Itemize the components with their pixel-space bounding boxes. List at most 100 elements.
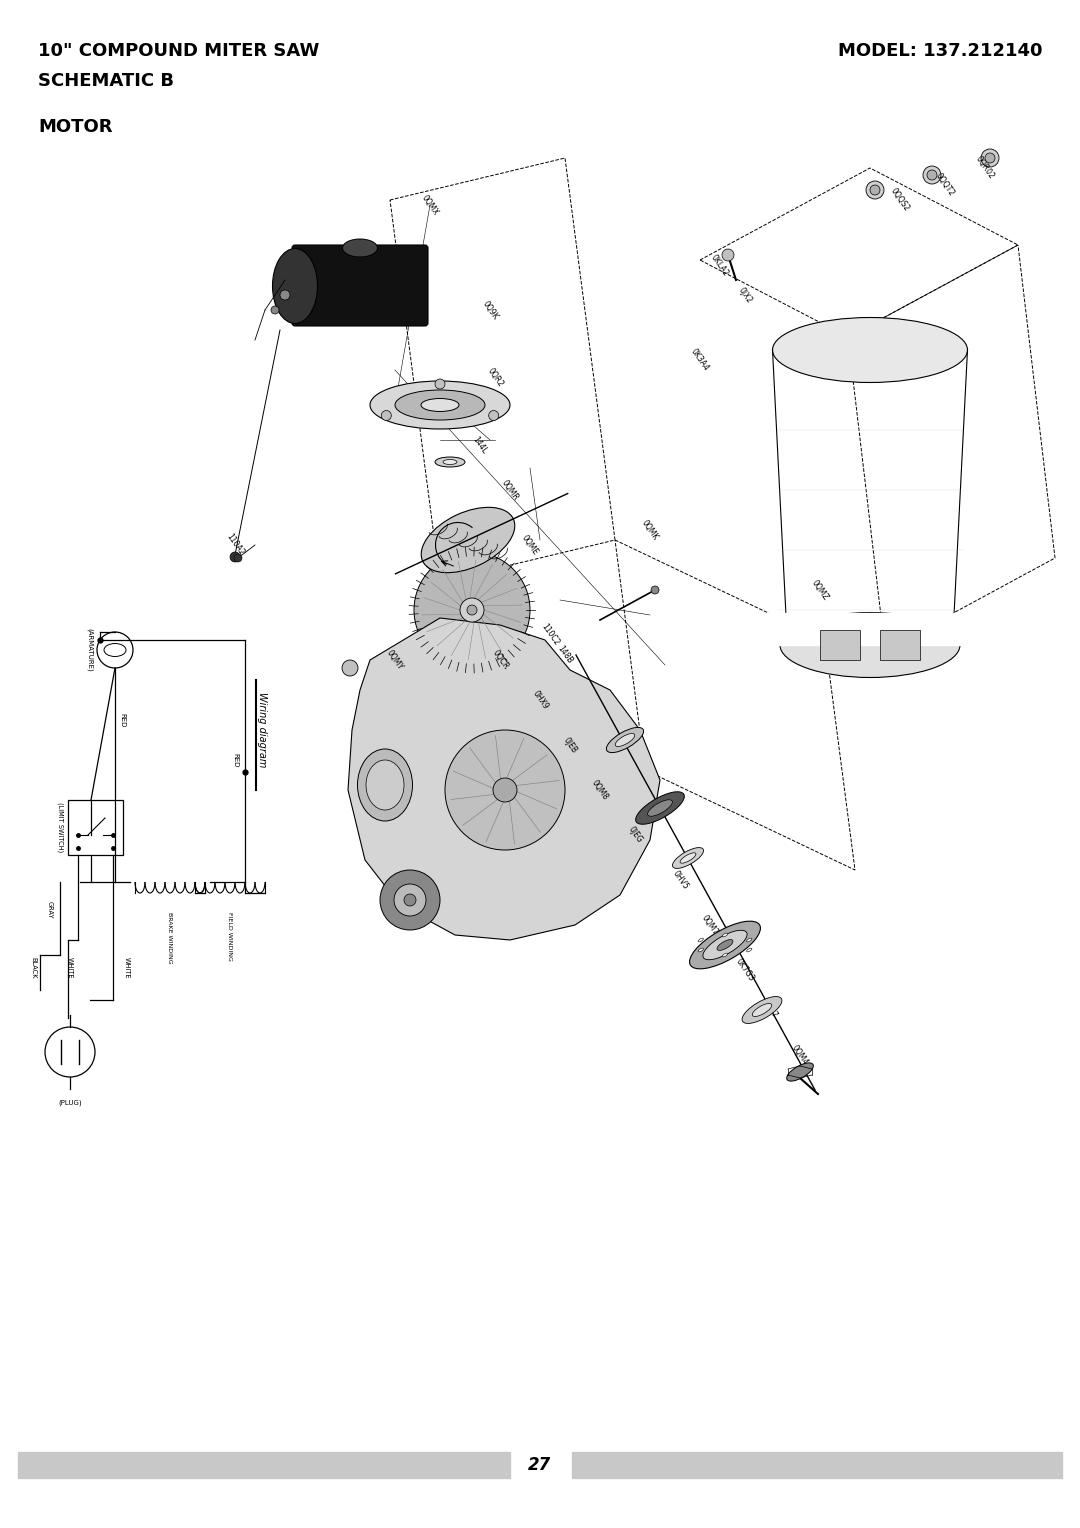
Circle shape — [927, 170, 937, 180]
Ellipse shape — [703, 931, 747, 960]
Circle shape — [342, 660, 357, 675]
Polygon shape — [348, 617, 660, 940]
Text: 0K7G3: 0K7G3 — [734, 957, 756, 983]
Circle shape — [445, 730, 565, 850]
Text: BRAKE WINDING: BRAKE WINDING — [167, 912, 173, 964]
Bar — [68, 801, 123, 856]
Circle shape — [271, 306, 279, 313]
Circle shape — [870, 185, 880, 196]
Text: 0QMZ: 0QMZ — [810, 578, 831, 602]
Text: 0HV5: 0HV5 — [671, 869, 690, 891]
Text: WHITE: WHITE — [67, 957, 73, 979]
Circle shape — [651, 587, 659, 594]
Ellipse shape — [746, 938, 752, 941]
Text: 0QR2: 0QR2 — [485, 367, 504, 390]
Bar — [572, 1452, 1062, 1478]
Bar — [880, 630, 920, 660]
Circle shape — [460, 597, 484, 622]
Bar — [750, 613, 990, 645]
Text: 0JG7: 0JG7 — [761, 1001, 779, 1019]
Ellipse shape — [698, 949, 703, 952]
Text: 0QQT2: 0QQT2 — [934, 171, 956, 199]
Ellipse shape — [742, 996, 782, 1024]
Text: 0K3A4: 0K3A4 — [689, 347, 711, 373]
Text: 0QMX: 0QMX — [420, 193, 441, 217]
Text: 0QM8: 0QM8 — [590, 778, 610, 802]
Ellipse shape — [673, 848, 703, 868]
Text: 0QMR: 0QMR — [500, 478, 521, 501]
Circle shape — [467, 605, 477, 614]
Text: RED: RED — [119, 714, 125, 727]
Text: SCHEMATIC B: SCHEMATIC B — [38, 72, 174, 90]
Text: BLACK: BLACK — [30, 957, 36, 979]
Circle shape — [234, 555, 242, 562]
Ellipse shape — [342, 238, 378, 257]
Ellipse shape — [395, 390, 485, 420]
Text: MODEL: 137.212140: MODEL: 137.212140 — [837, 41, 1042, 60]
Ellipse shape — [421, 399, 459, 411]
Ellipse shape — [435, 457, 465, 468]
Text: 0JEB: 0JEB — [562, 735, 579, 755]
Text: (LIMIT SWITCH): (LIMIT SWITCH) — [57, 802, 64, 853]
Text: 0HX9: 0HX9 — [530, 689, 550, 711]
Circle shape — [230, 552, 240, 562]
Ellipse shape — [698, 938, 703, 941]
Ellipse shape — [421, 507, 515, 573]
Text: GRAY: GRAY — [48, 902, 53, 918]
Ellipse shape — [648, 799, 673, 816]
Ellipse shape — [753, 1004, 772, 1016]
Circle shape — [381, 411, 391, 420]
Circle shape — [394, 885, 426, 915]
Ellipse shape — [680, 853, 696, 863]
Text: 0QR02: 0QR02 — [974, 154, 996, 182]
Text: 148B: 148B — [556, 645, 575, 666]
Text: 0QQS2: 0QQS2 — [889, 186, 912, 214]
Ellipse shape — [272, 249, 318, 324]
Ellipse shape — [357, 749, 413, 821]
Text: 110A2: 110A2 — [225, 532, 245, 558]
Text: 0JEG: 0JEG — [626, 825, 644, 845]
Circle shape — [380, 869, 440, 931]
Text: (ARMATURE): (ARMATURE) — [86, 628, 93, 672]
Text: 0QMY: 0QMY — [384, 648, 405, 672]
Circle shape — [985, 153, 995, 163]
Text: (PLUG): (PLUG) — [58, 1100, 82, 1106]
Ellipse shape — [723, 953, 728, 957]
Text: MOTOR: MOTOR — [38, 118, 112, 136]
Ellipse shape — [780, 613, 960, 677]
Ellipse shape — [689, 921, 760, 969]
Text: FIELD WINDING: FIELD WINDING — [228, 912, 232, 961]
Circle shape — [435, 379, 445, 390]
Circle shape — [404, 894, 416, 906]
Circle shape — [488, 411, 499, 420]
Text: Wiring diagram: Wiring diagram — [257, 692, 267, 767]
Ellipse shape — [443, 460, 457, 465]
Ellipse shape — [370, 380, 510, 429]
Text: 0QM7: 0QM7 — [700, 914, 720, 937]
Ellipse shape — [606, 727, 644, 753]
Circle shape — [414, 552, 530, 668]
Bar — [820, 630, 860, 660]
Text: 10" COMPOUND MITER SAW: 10" COMPOUND MITER SAW — [38, 41, 320, 60]
Circle shape — [492, 778, 517, 802]
Text: WHITE: WHITE — [124, 957, 130, 979]
Text: 0JX2: 0JX2 — [737, 286, 754, 304]
Circle shape — [280, 290, 291, 299]
Bar — [18, 1452, 510, 1478]
Circle shape — [723, 249, 734, 261]
FancyBboxPatch shape — [292, 244, 428, 325]
Ellipse shape — [616, 733, 635, 747]
Text: 0KLA2: 0KLA2 — [710, 252, 731, 278]
Ellipse shape — [746, 949, 752, 952]
Text: 0QM4: 0QM4 — [789, 1044, 810, 1067]
Circle shape — [981, 150, 999, 167]
Ellipse shape — [636, 792, 685, 824]
Text: 144L: 144L — [471, 435, 489, 455]
Text: 0QCR: 0QCR — [490, 649, 510, 671]
Text: 0QME: 0QME — [519, 533, 540, 556]
Ellipse shape — [723, 934, 728, 937]
Text: 110C2: 110C2 — [539, 622, 561, 648]
Text: 0QMK: 0QMK — [639, 518, 660, 542]
Text: RED: RED — [232, 753, 238, 767]
Ellipse shape — [717, 940, 733, 950]
